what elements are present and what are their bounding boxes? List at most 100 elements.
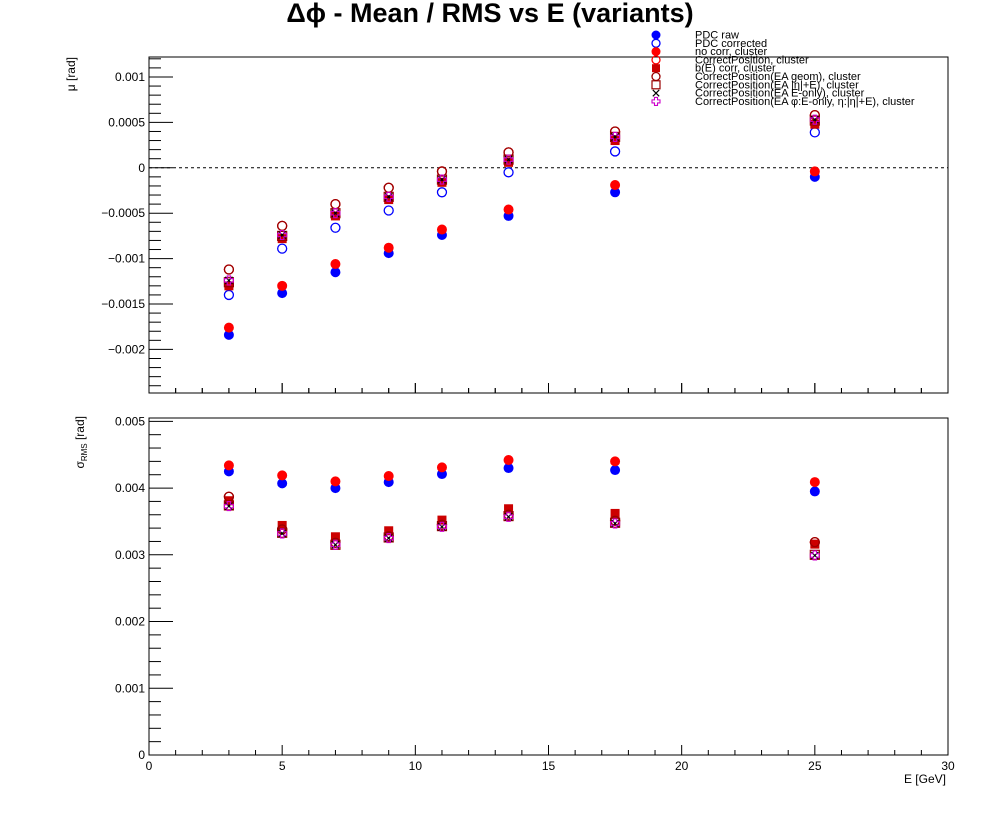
data-point [810,539,820,549]
bottom-panel-rms: 0 0.001 0.002 0.003 0.004 0.005 0 5 10 15 20 25 30 σR… [73,414,955,786]
data-point [609,126,621,137]
data-point [278,529,287,538]
series-5 [223,500,820,560]
data-point [503,455,514,466]
data-point [610,456,621,467]
data-point [330,211,340,221]
legend-label: CorrectPosition, cluster [695,54,809,66]
legend-label: b(E) corr, cluster [695,63,776,75]
data-point [610,136,620,146]
data-point [330,267,341,278]
data-point [610,465,621,476]
series-4 [224,119,820,291]
data-point [330,208,341,219]
series-0 [223,463,820,497]
legend-label: CorrectPosition(EA E-only), cluster [695,88,865,100]
data-point [331,540,340,549]
y-axis-title: μ [rad] [64,57,78,91]
legend-label: CorrectPosition(EA φ:E-only, η:|η|+E), c… [695,96,915,108]
data-point [437,175,446,184]
legend-label: CorrectPosition(EA geom), cluster [695,71,861,83]
data-point [277,220,288,232]
data-point [224,276,233,285]
data-point [504,504,514,514]
legend-marker [651,47,661,57]
data-point [277,470,288,481]
series-7 [224,115,819,285]
data-point [383,182,394,193]
data-point [437,177,447,187]
x-tick-label: 10 [409,759,423,773]
y-tick-label: 0.001 [115,681,145,695]
data-point [436,174,448,185]
data-point [609,146,621,157]
data-point [809,166,820,177]
data-point [223,289,235,301]
top-panel-mean: −0.002 −0.0015 −0.001 −0.0005 0 0.0005 0.001 μ … [64,56,949,394]
series-8 [223,114,820,286]
data-point [504,155,513,164]
data-point [504,512,513,521]
data-point [611,132,620,141]
legend-marker [652,64,660,73]
data-point [436,166,448,177]
series-2 [223,491,820,548]
data-point [810,115,819,124]
data-point [277,229,288,241]
series-1 [223,455,820,488]
data-point [384,192,393,201]
data-point [611,519,620,528]
data-point [383,242,394,253]
data-point [436,187,448,198]
data-point [224,281,234,291]
data-point [610,508,620,518]
data-point [503,204,514,215]
series-3 [223,109,820,275]
series-5 [223,109,820,275]
data-point [277,528,288,539]
data-point [437,522,446,531]
data-point [809,536,820,548]
data-point [330,222,341,233]
y-tick-label: 0.003 [115,548,145,562]
data-point [330,539,341,550]
legend-marker [651,55,661,65]
legend-marker [651,80,661,90]
data-point [277,234,287,244]
data-point [809,477,820,488]
y-tick-label: 0.001 [115,70,145,84]
data-point [809,127,820,138]
legend-marker [651,38,661,48]
series-2 [223,166,820,333]
legend-label: no corr, cluster [695,46,767,58]
data-point [503,154,514,165]
y-tick-label: 0.0005 [108,115,145,129]
legend-label: CorrectPosition(EA |η|+E), cluster [695,79,859,91]
chart-title: Δϕ - Mean / RMS vs E (variants) [286,0,693,28]
y-tick-label: 0.005 [115,414,145,428]
y-axis-title: σRMS [rad] [73,416,89,469]
data-point [610,131,621,142]
data-point [503,167,514,178]
data-point [330,198,341,210]
data-point [223,275,234,286]
data-point [503,511,514,522]
data-point [330,476,341,487]
data-point [223,322,234,333]
series-0 [223,171,820,340]
data-point [504,157,514,167]
data-point [383,191,394,202]
data-point [809,486,820,497]
x-tick-label: 20 [675,759,689,773]
x-axis-title: E [GeV] [904,772,946,786]
data-point [809,114,820,125]
y-tick-label: −0.0015 [101,297,145,311]
data-point [223,501,234,512]
legend-label: PDC raw [695,30,739,42]
legend-label: PDC corrected [695,38,767,50]
y-tick-label: 0 [138,161,145,175]
data-point [223,460,234,471]
